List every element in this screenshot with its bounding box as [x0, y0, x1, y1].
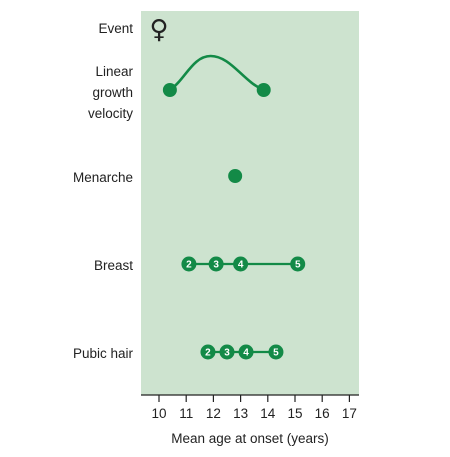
breast-stage-marker [181, 256, 197, 272]
plot-area [141, 11, 359, 395]
x-tick-label: 15 [287, 406, 302, 421]
event-label-growth: growth [92, 85, 133, 100]
event-header: Event [98, 21, 133, 36]
growth-end-point [256, 83, 271, 97]
x-axis: 10 11 12 13 14 15 16 17 [141, 394, 359, 421]
x-tick-label: 16 [315, 406, 330, 421]
female-symbol-icon: ♀ [149, 15, 168, 45]
x-tick-label: 12 [206, 406, 221, 421]
pubic-hair-stage-marker [238, 344, 254, 360]
growth-start-point [162, 83, 177, 97]
chart-marks: 2 3 4 5 2 3 4 5 [162, 54, 306, 360]
pubic-hair-stage-marker [200, 344, 216, 360]
pubic-hair-stage-label: 5 [273, 348, 279, 359]
breast-stage-marker [233, 256, 249, 272]
x-axis-label: Mean age at onset (years) [171, 431, 329, 446]
x-tick-label: 13 [233, 406, 248, 421]
menarche-point [228, 169, 243, 183]
breast-stage-marker [290, 256, 306, 272]
x-tick-label: 14 [260, 406, 276, 421]
breast-stage-label: 5 [295, 260, 301, 271]
pubic-hair-stage-marker [268, 344, 284, 360]
pubic-hair-stage-label: 3 [224, 348, 230, 359]
breast-stage-label: 3 [213, 260, 219, 271]
event-label-growth: Linear [95, 64, 133, 79]
growth-velocity-curve [168, 54, 266, 92]
event-labels: Linear growth velocity Menarche Breast Pubic … [73, 64, 134, 361]
pubic-hair-stage-marker [219, 344, 235, 360]
event-label-pubic-hair: Pubic hair [73, 346, 134, 361]
pubic-hair-stage-label: 4 [243, 348, 249, 359]
breast-stage-marker [208, 256, 224, 272]
breast-stage-label: 2 [186, 260, 192, 271]
event-label-menarche: Menarche [73, 170, 133, 185]
x-tick-label: 11 [179, 406, 193, 421]
event-label-breast: Breast [94, 258, 133, 273]
pubic-hair-stage-label: 2 [205, 348, 211, 359]
event-label-growth: velocity [88, 106, 133, 121]
breast-stage-label: 4 [238, 260, 244, 271]
x-tick-label: 10 [151, 406, 166, 421]
x-tick-label: 17 [342, 406, 357, 421]
